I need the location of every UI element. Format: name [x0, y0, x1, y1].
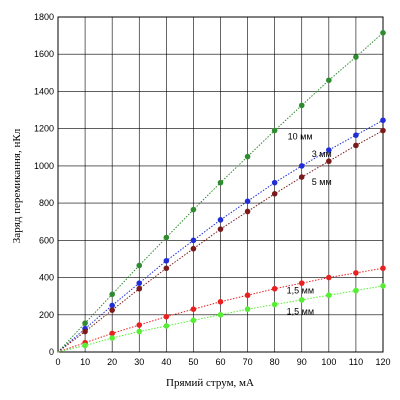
x-tick-label: 100 [321, 357, 336, 367]
data-point [217, 298, 224, 305]
x-axis-title: Прямий струм, мА [166, 377, 254, 389]
data-point [271, 191, 278, 197]
data-point [217, 179, 224, 186]
data-point [109, 302, 115, 309]
data-point [190, 237, 197, 244]
data-point [163, 313, 170, 320]
x-tick-label: 60 [215, 357, 225, 367]
data-point [82, 342, 88, 349]
data-point [380, 265, 386, 272]
plot-frame [57, 16, 384, 353]
data-point [298, 102, 305, 109]
data-point [109, 330, 115, 337]
x-tick-label: 80 [270, 357, 280, 367]
label-layer: 10 мм 3 мм 5 мм 1,5 мм 1,5 мм [287, 132, 332, 317]
series-label: 1,5 мм [287, 286, 314, 296]
data-point [217, 311, 224, 318]
data-point [380, 30, 386, 36]
x-tick-label: 70 [243, 357, 253, 367]
series-layer [57, 30, 386, 353]
data-point [380, 283, 386, 289]
x-tick-label: 120 [375, 357, 390, 367]
data-point [244, 198, 251, 205]
data-point [136, 280, 143, 286]
series-label: 10 мм [288, 132, 313, 142]
data-point [326, 274, 332, 281]
data-point [271, 179, 278, 186]
data-point [244, 306, 251, 312]
series-label: 5 мм [312, 177, 332, 187]
series-4 [57, 283, 386, 353]
x-tick-label: 10 [80, 357, 90, 367]
y-tick-label: 800 [39, 198, 54, 208]
data-point [326, 158, 332, 165]
data-point [82, 328, 88, 335]
x-tick-label: 0 [55, 357, 60, 367]
data-point [353, 270, 359, 276]
data-point [136, 328, 143, 335]
data-point [271, 285, 278, 292]
data-point [298, 297, 305, 303]
series-3 [57, 265, 386, 353]
data-point [136, 285, 143, 292]
data-point [190, 206, 197, 213]
y-tick-label: 200 [39, 310, 54, 320]
series-2 [57, 127, 386, 353]
data-point [244, 153, 251, 160]
series-label: 1,5 мм [287, 307, 314, 317]
x-tick-label: 20 [107, 357, 117, 367]
y-tick-label: 400 [39, 273, 54, 283]
x-tick-label: 90 [297, 357, 307, 367]
series-1 [57, 117, 386, 353]
data-point [244, 208, 251, 215]
series-label: 3 мм [312, 149, 332, 159]
data-point [190, 317, 197, 324]
x-tick-label: 40 [161, 357, 171, 367]
y-tick-label: 0 [49, 347, 54, 357]
y-tick-label: 1400 [34, 86, 54, 96]
data-point [163, 234, 170, 241]
data-point [380, 127, 386, 134]
data-point [326, 147, 332, 153]
data-point [163, 323, 170, 329]
y-tick-label: 1600 [34, 49, 54, 59]
data-point [298, 280, 305, 286]
data-point [136, 262, 143, 269]
data-point [136, 322, 143, 328]
data-point [298, 163, 305, 169]
data-point [217, 226, 224, 232]
data-point [353, 54, 359, 60]
y-tick-label: 1000 [34, 161, 54, 171]
y-axis-title: Заряд перемикання, нКл [11, 128, 23, 243]
data-point [163, 258, 170, 264]
data-point [298, 174, 305, 180]
data-point [244, 292, 251, 299]
y-tick-label: 600 [39, 235, 54, 245]
axis-layer: 0 10 20 30 40 50 60 70 80 90 100 110 120020040060080… [34, 12, 391, 367]
y-tick-label: 1200 [34, 124, 54, 134]
x-tick-label: 110 [349, 357, 363, 367]
data-point [109, 291, 115, 298]
x-tick-label: 30 [134, 357, 144, 367]
data-point [109, 307, 115, 313]
series-0 [57, 30, 386, 353]
data-point [82, 320, 88, 326]
data-point [190, 245, 197, 252]
data-point [271, 301, 278, 308]
x-tick-label: 50 [188, 357, 198, 367]
data-point [326, 77, 332, 84]
data-point [109, 335, 115, 341]
data-point [271, 127, 278, 134]
data-point [353, 132, 359, 138]
data-point [380, 117, 386, 124]
y-tick-label: 1800 [34, 12, 54, 22]
data-point [163, 265, 170, 272]
data-point [217, 217, 224, 223]
data-point [353, 287, 359, 294]
data-point [190, 306, 197, 312]
data-point [353, 142, 359, 149]
data-point [326, 292, 332, 299]
